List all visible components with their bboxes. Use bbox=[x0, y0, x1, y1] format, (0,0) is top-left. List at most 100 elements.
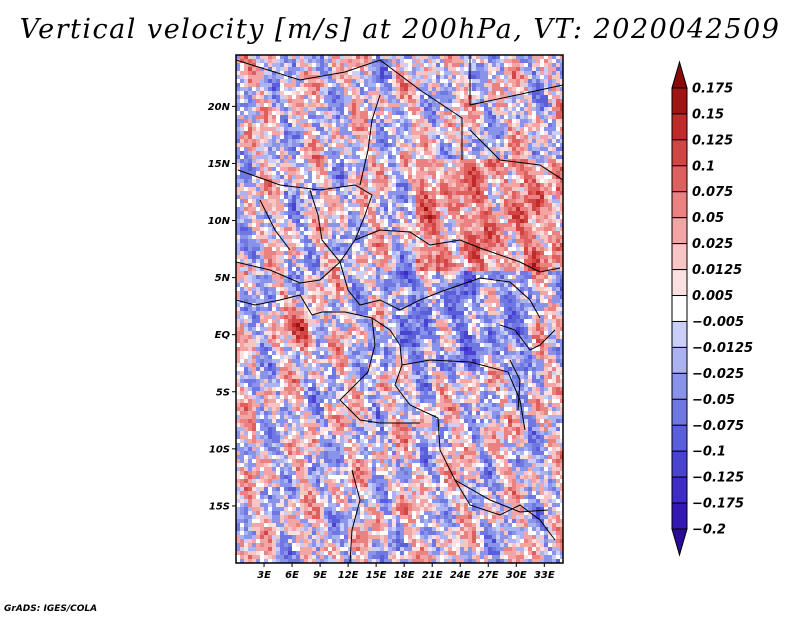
field-cell bbox=[236, 211, 240, 215]
field-cell bbox=[376, 115, 380, 119]
field-cell bbox=[384, 155, 388, 159]
field-cell bbox=[464, 219, 468, 223]
field-cell bbox=[348, 199, 352, 203]
field-cell bbox=[464, 191, 468, 195]
field-cell bbox=[244, 275, 248, 279]
field-cell bbox=[380, 151, 384, 155]
field-cell bbox=[356, 127, 360, 131]
field-cell bbox=[316, 287, 320, 291]
field-cell bbox=[440, 191, 444, 195]
field-cell bbox=[304, 195, 308, 199]
field-cell bbox=[408, 147, 412, 151]
field-cell bbox=[320, 99, 324, 103]
field-cell bbox=[472, 195, 476, 199]
field-cell bbox=[256, 71, 260, 75]
field-cell bbox=[304, 127, 308, 131]
field-cell bbox=[340, 247, 344, 251]
field-cell bbox=[376, 71, 380, 75]
field-cell bbox=[444, 123, 448, 127]
field-cell bbox=[308, 235, 312, 239]
field-cell bbox=[280, 79, 284, 83]
field-cell bbox=[488, 135, 492, 139]
field-cell bbox=[356, 139, 360, 143]
field-cell bbox=[508, 111, 512, 115]
field-cell bbox=[252, 91, 256, 95]
field-cell bbox=[376, 215, 380, 219]
field-cell bbox=[404, 203, 408, 207]
field-cell bbox=[260, 211, 264, 215]
field-cell bbox=[368, 235, 372, 239]
field-cell bbox=[420, 251, 424, 255]
field-cell bbox=[360, 219, 364, 223]
field-cell bbox=[540, 139, 544, 143]
field-cell bbox=[496, 259, 500, 263]
field-cell bbox=[412, 247, 416, 251]
field-cell bbox=[524, 107, 528, 111]
field-cell bbox=[512, 231, 516, 235]
field-cell bbox=[312, 123, 316, 127]
field-cell bbox=[376, 219, 380, 223]
field-cell bbox=[360, 239, 364, 243]
field-cell bbox=[460, 219, 464, 223]
field-cell bbox=[408, 251, 412, 255]
field-cell bbox=[480, 255, 484, 259]
field-cell bbox=[400, 107, 404, 111]
field-cell bbox=[520, 127, 524, 131]
field-cell bbox=[444, 87, 448, 91]
field-cell bbox=[520, 91, 524, 95]
field-cell bbox=[484, 79, 488, 83]
field-cell bbox=[332, 67, 336, 71]
field-cell bbox=[552, 147, 556, 151]
field-cell bbox=[328, 67, 332, 71]
field-cell bbox=[392, 219, 396, 223]
field-cell bbox=[360, 183, 364, 187]
field-cell bbox=[384, 163, 388, 167]
field-cell bbox=[408, 207, 412, 211]
field-cell bbox=[312, 295, 316, 299]
field-cell bbox=[540, 127, 544, 131]
field-cell bbox=[500, 71, 504, 75]
field-cell bbox=[336, 111, 340, 115]
field-cell bbox=[536, 191, 540, 195]
field-cell bbox=[460, 179, 464, 183]
field-cell bbox=[248, 87, 252, 91]
field-cell bbox=[352, 243, 356, 247]
field-cell bbox=[256, 295, 260, 299]
field-cell bbox=[340, 171, 344, 175]
field-cell bbox=[284, 107, 288, 111]
field-cell bbox=[292, 227, 296, 231]
field-cell bbox=[428, 171, 432, 175]
field-cell bbox=[508, 87, 512, 91]
field-cell bbox=[388, 99, 392, 103]
field-cell bbox=[304, 199, 308, 203]
field-cell bbox=[348, 167, 352, 171]
field-cell bbox=[416, 275, 420, 279]
field-cell bbox=[504, 167, 508, 171]
field-cell bbox=[552, 199, 556, 203]
field-cell bbox=[500, 199, 504, 203]
field-cell bbox=[280, 163, 284, 167]
field-cell bbox=[500, 119, 504, 123]
field-cell bbox=[272, 127, 276, 131]
field-cell bbox=[452, 131, 456, 135]
field-cell bbox=[396, 131, 400, 135]
field-cell bbox=[300, 219, 304, 223]
field-cell bbox=[488, 107, 492, 111]
field-cell bbox=[444, 215, 448, 219]
field-cell bbox=[416, 219, 420, 223]
field-cell bbox=[528, 131, 532, 135]
field-cell bbox=[244, 235, 248, 239]
field-cell bbox=[328, 59, 332, 63]
field-cell bbox=[496, 67, 500, 71]
field-cell bbox=[280, 191, 284, 195]
field-cell bbox=[296, 227, 300, 231]
field-cell bbox=[360, 75, 364, 79]
field-cell bbox=[384, 131, 388, 135]
field-cell bbox=[320, 155, 324, 159]
field-cell bbox=[376, 95, 380, 99]
field-cell bbox=[268, 127, 272, 131]
field-cell bbox=[332, 87, 336, 91]
field-cell bbox=[392, 63, 396, 67]
field-cell bbox=[528, 87, 532, 91]
field-cell bbox=[532, 295, 536, 299]
